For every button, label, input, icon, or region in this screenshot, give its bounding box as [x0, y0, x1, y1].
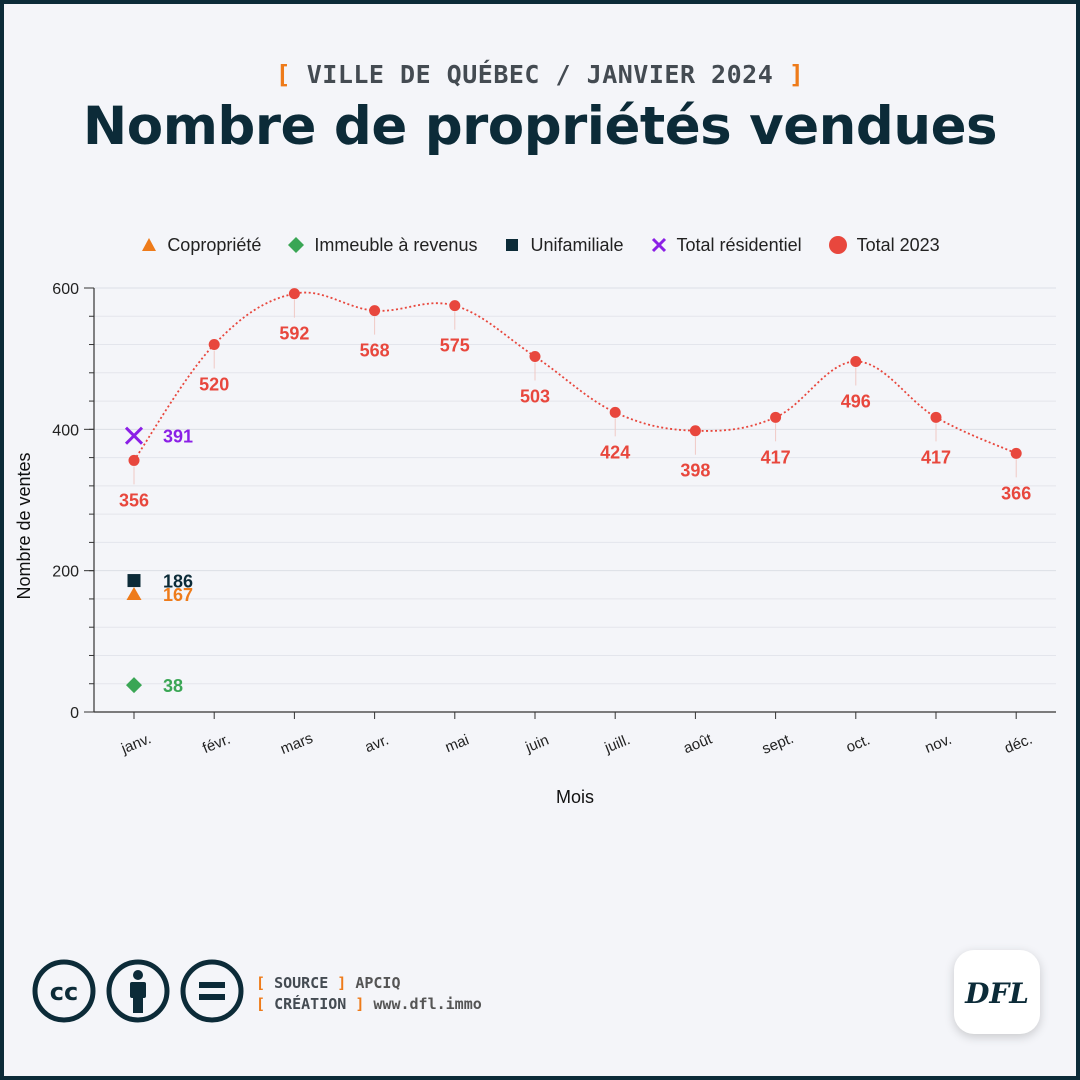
legend-item-total-2023: Total 2023 — [828, 232, 940, 258]
data-point-total-2023 — [288, 288, 300, 300]
data-point-immeuble — [126, 677, 142, 694]
data-label-total-2023: 520 — [199, 375, 229, 395]
legend-label: Total résidentiel — [676, 234, 802, 255]
sales-chart: 0 200 400 600 janv. févr. mars avr. mai juin juill… — [14, 281, 1056, 807]
data-label-scatter: 391 — [163, 427, 193, 447]
page-kicker: [ VILLE DE QUÉBEC / JANVIER 2024 ] — [4, 60, 1076, 89]
data-point-copropriete — [126, 586, 142, 600]
page-title: Nombre de propriétés vendues — [82, 96, 998, 157]
x-tick-label: déc. — [1002, 731, 1035, 757]
legend-item-copropriete: Copropriété — [140, 232, 261, 258]
y-axis-title: Nombre de ventes — [14, 452, 34, 599]
data-point-total-2023 — [208, 339, 220, 351]
y-tick-label: 200 — [52, 564, 79, 581]
data-label-total-2023: 568 — [360, 341, 390, 361]
brand-logo: DFL — [954, 950, 1040, 1034]
data-label-total-2023: 424 — [600, 442, 630, 462]
chart-legend: Copropriété Immeuble à revenus Unifamili… — [4, 232, 1076, 258]
data-label-total-2023: 575 — [440, 336, 470, 356]
x-mark-icon — [651, 237, 666, 253]
legend-label: Copropriété — [167, 234, 262, 255]
data-label-total-2023: 356 — [119, 490, 149, 510]
x-tick-label: janv. — [118, 730, 154, 758]
x-tick-label: avr. — [363, 731, 392, 756]
cc-icon: cc — [32, 959, 96, 1023]
x-axis-title: Mois — [556, 787, 594, 807]
data-point-total-2023 — [689, 425, 701, 437]
data-point-total-2023 — [770, 411, 782, 423]
kicker-text: VILLE DE QUÉBEC / JANVIER 2024 — [306, 60, 774, 89]
data-label-scatter: 167 — [163, 585, 193, 605]
license-icons: cc — [32, 959, 244, 1023]
x-tick-label: juin — [522, 732, 551, 757]
data-label-scatter: 186 — [163, 572, 193, 592]
x-tick-label: sept. — [760, 730, 797, 758]
data-point-total-2023 — [128, 454, 140, 466]
data-point-total-residentiel — [124, 426, 144, 445]
infographic-card: [ VILLE DE QUÉBEC / JANVIER 2024 ] Nombr… — [4, 4, 1076, 1076]
x-tick-label: juill. — [601, 731, 632, 757]
x-tick-label: nov. — [922, 731, 954, 757]
kicker-open-bracket: [ — [275, 60, 292, 89]
y-tick-label: 400 — [52, 422, 79, 439]
svg-text:cc: cc — [50, 978, 78, 1006]
data-label-total-2023: 496 — [841, 391, 871, 411]
dfl-logo-icon: DFL — [964, 977, 1029, 1010]
data-label-total-2023: 417 — [921, 447, 951, 467]
x-tick-label: févr. — [200, 731, 233, 757]
x-tick-label: mai — [443, 731, 472, 756]
data-label-total-2023: 398 — [680, 461, 710, 481]
y-tick-label: 600 — [52, 281, 79, 298]
legend-item-total-residentiel: Total résidentiel — [650, 232, 802, 258]
attribution-icon — [106, 959, 170, 1023]
data-point-unifamiliale — [127, 574, 141, 588]
data-label-total-2023: 503 — [520, 387, 550, 407]
svg-text:DFL: DFL — [964, 977, 1029, 1010]
data-point-total-2023 — [449, 300, 461, 312]
data-label-scatter: 38 — [163, 676, 183, 696]
credits: [ SOURCE ] APCIQ [ CRÉATION ] www.dfl.im… — [256, 973, 482, 1015]
y-tick-label: 0 — [70, 705, 79, 722]
data-label-total-2023: 366 — [1001, 483, 1031, 503]
series-line-total-2023 — [133, 291, 1017, 461]
source-value: APCIQ — [355, 974, 401, 992]
creation-label: CRÉATION — [274, 995, 347, 1013]
x-tick-label: mars — [278, 730, 315, 758]
x-tick-label: août — [681, 730, 715, 757]
creation-line: [ CRÉATION ] www.dfl.immo — [256, 995, 482, 1013]
x-tick-label: oct. — [844, 731, 873, 756]
creation-value: www.dfl.immo — [373, 995, 482, 1013]
triangle-icon — [142, 238, 157, 251]
no-derivatives-icon — [180, 959, 244, 1023]
source-line: [ SOURCE ] APCIQ — [256, 974, 401, 992]
circle-icon — [828, 236, 847, 254]
diamond-icon — [288, 237, 305, 253]
legend-item-unifamiliale: Unifamiliale — [503, 232, 624, 258]
data-point-total-2023 — [609, 406, 621, 418]
data-point-total-2023 — [930, 411, 942, 423]
source-label: SOURCE — [274, 974, 329, 992]
data-point-total-2023 — [850, 355, 862, 367]
data-point-total-2023 — [369, 305, 381, 317]
data-label-total-2023: 417 — [761, 447, 791, 467]
kicker-close-bracket: ] — [788, 60, 805, 89]
legend-label: Immeuble à revenus — [314, 234, 478, 255]
data-point-total-2023 — [1010, 447, 1022, 459]
legend-label: Unifamiliale — [530, 234, 624, 255]
legend-label: Total 2023 — [856, 234, 940, 255]
data-label-total-2023: 592 — [279, 324, 309, 344]
data-point-total-2023 — [529, 351, 541, 363]
legend-item-immeuble: Immeuble à revenus — [287, 232, 477, 258]
square-icon — [506, 239, 519, 251]
